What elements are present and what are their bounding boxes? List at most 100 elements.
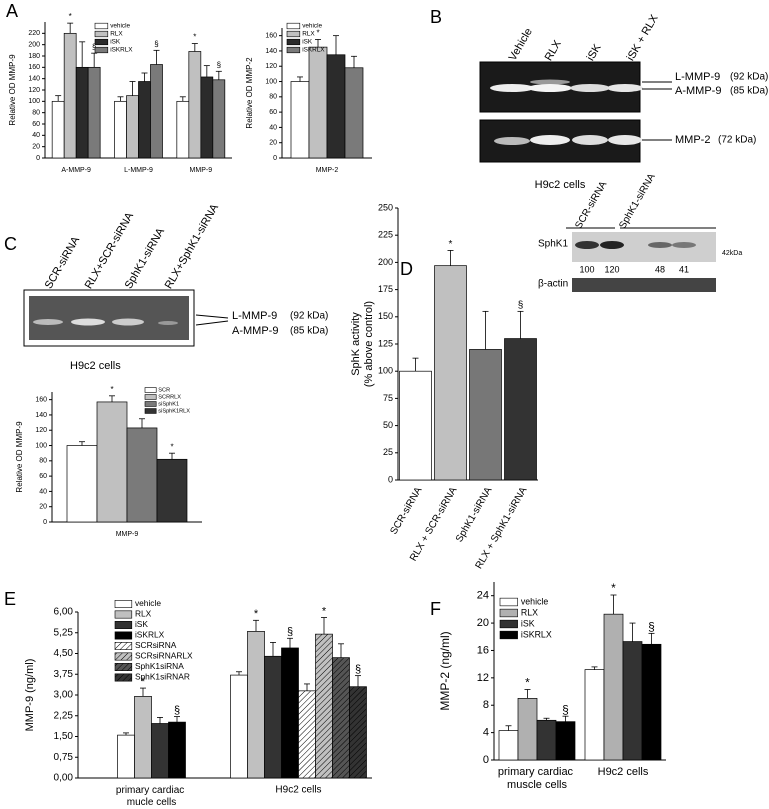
y-tick-label: 100	[28, 98, 40, 105]
legend-swatch	[286, 46, 301, 54]
blot-caption: H9c2 cells	[535, 179, 586, 191]
bar	[517, 698, 538, 761]
blot-image	[29, 296, 189, 340]
band	[490, 84, 534, 92]
band	[648, 242, 672, 248]
legend-swatch	[114, 610, 133, 619]
band	[71, 318, 105, 326]
legend-label: iSKRLX	[110, 47, 133, 54]
y-tick-label: 20	[32, 144, 40, 151]
y-tick-label: 0	[388, 474, 393, 484]
significance: *	[449, 239, 453, 250]
y-tick-label: 50	[383, 420, 393, 430]
x-tick-label: SCR-siRNA	[388, 485, 424, 536]
significance: §	[518, 300, 524, 311]
y-tick-label: 140	[28, 76, 40, 83]
significance: §	[355, 664, 361, 676]
significance: *	[611, 581, 616, 595]
y-tick-label: 120	[28, 87, 40, 94]
band-label: A-MMP-9	[232, 325, 278, 337]
x-tick-label: primary cardiac mucle cells	[116, 785, 187, 808]
x-tick-label: MMP-9	[116, 531, 139, 538]
legend-label: SphK1siRNAR	[135, 672, 190, 682]
y-tick-label: 250	[378, 202, 393, 212]
arrow	[195, 320, 229, 326]
bar	[536, 719, 557, 761]
y-tick-label: 100	[378, 366, 393, 376]
bar	[66, 445, 98, 523]
bar	[176, 100, 190, 159]
significance: *	[69, 12, 72, 21]
legend-label: vehicle	[302, 23, 322, 30]
band-size: (85 kDa)	[290, 326, 328, 337]
bar	[75, 66, 89, 159]
lane-label: RLX+SphK1-siRNA	[163, 202, 222, 291]
legend-swatch	[114, 673, 133, 682]
legend-label: siSphK1RLX	[158, 408, 190, 414]
y-tick-label: 80	[39, 458, 47, 465]
y-axis-label: SphK activity	[350, 312, 362, 376]
y-tick-label: 40	[269, 124, 277, 131]
y-tick-label: 0,75	[54, 752, 74, 763]
bar	[469, 349, 502, 481]
band	[672, 242, 696, 248]
bar	[584, 669, 605, 761]
bar	[126, 95, 139, 159]
y-tick-label: 80	[32, 110, 40, 117]
bar	[315, 633, 333, 779]
y-tick-label: 20	[269, 140, 277, 147]
band-label: L-MMP-9	[675, 71, 720, 83]
y-tick-label: 0	[483, 754, 489, 766]
significance: §	[217, 60, 221, 69]
band	[528, 84, 572, 92]
bar	[63, 32, 77, 159]
bar	[138, 81, 151, 159]
bar	[247, 631, 265, 779]
legend-label: RLX	[110, 31, 123, 38]
x-tick-label: H9c2 cells	[598, 766, 649, 778]
legend-swatch	[114, 652, 133, 661]
significance: §	[174, 704, 180, 716]
y-tick-label: 0	[273, 155, 277, 162]
y-tick-label: 175	[378, 284, 393, 294]
bar	[498, 730, 519, 761]
y-tick-label: 80	[269, 94, 277, 101]
significance: §	[562, 702, 569, 716]
y-tick-label: 140	[265, 48, 277, 55]
band	[570, 84, 610, 92]
y-tick-label: 24	[477, 590, 489, 602]
legend-swatch	[114, 642, 133, 650]
panel-label: E	[4, 589, 16, 609]
y-tick-label: 60	[39, 473, 47, 480]
legend-swatch	[144, 394, 157, 400]
band-size: (72 kDa)	[718, 135, 756, 146]
y-tick-label: 60	[269, 109, 277, 116]
bar	[156, 458, 188, 523]
y-tick-label: 20	[39, 504, 47, 511]
bar	[290, 81, 310, 159]
bar	[230, 674, 248, 779]
panel-label: B	[430, 7, 442, 27]
panel-label: D	[400, 259, 413, 279]
legend-label: RLX	[302, 31, 315, 38]
significance: *	[254, 608, 259, 620]
x-tick-label: L-MMP-9	[124, 167, 153, 174]
legend-label: iSK	[135, 619, 148, 629]
significance: *	[322, 605, 327, 617]
legend-label: SCRsiRNARLX	[135, 651, 193, 661]
legend-label: SCRRLX	[158, 394, 181, 400]
panel-label: F	[430, 599, 441, 619]
y-tick-label: 4	[483, 727, 489, 739]
y-tick-label: 3,00	[54, 690, 74, 701]
size-label: 42kDa	[722, 250, 742, 257]
significance: *	[193, 33, 196, 42]
y-tick-label: 1,50	[54, 731, 74, 742]
legend-label: vehicle	[110, 23, 130, 30]
significance: *	[316, 29, 319, 38]
legend-swatch	[94, 46, 109, 54]
bar	[622, 641, 643, 761]
y-tick-label: 0	[36, 155, 40, 162]
significance: §	[287, 626, 293, 638]
band	[572, 135, 608, 145]
